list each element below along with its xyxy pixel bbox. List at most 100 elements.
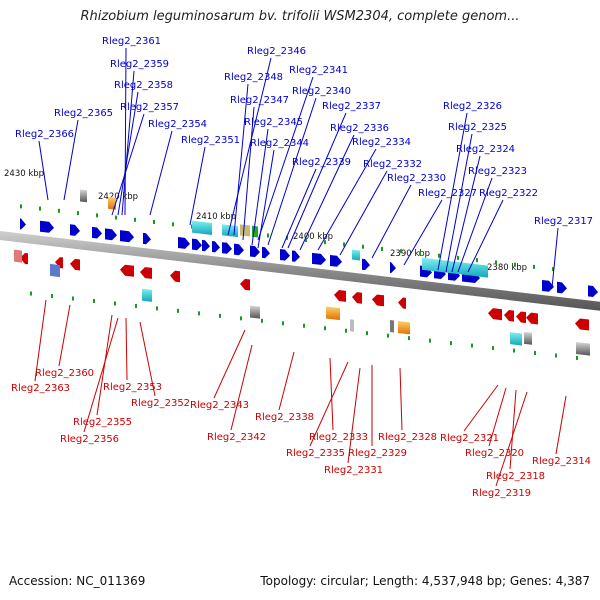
gene-label-forward[interactable]: Rleg2_2334 <box>352 137 411 148</box>
feature-box[interactable] <box>14 249 22 263</box>
gene-label-forward[interactable]: Rleg2_2330 <box>387 173 446 184</box>
gene-forward-arrow[interactable] <box>312 252 326 265</box>
gene-label-reverse[interactable]: Rleg2_2319 <box>472 488 531 499</box>
feature-box[interactable] <box>142 288 152 302</box>
feature-box[interactable] <box>250 305 260 319</box>
gene-label-reverse[interactable]: Rleg2_2333 <box>309 432 368 443</box>
gene-reverse-arrow[interactable] <box>398 297 406 309</box>
gene-forward-arrow[interactable] <box>143 232 151 245</box>
gene-forward-arrow[interactable] <box>202 239 210 252</box>
gene-label-reverse[interactable]: Rleg2_2360 <box>35 368 94 379</box>
gene-label-reverse[interactable]: Rleg2_2343 <box>190 400 249 411</box>
gene-label-reverse[interactable]: Rleg2_2363 <box>11 383 70 394</box>
gene-forward-arrow[interactable] <box>40 220 54 233</box>
gene-reverse-arrow[interactable] <box>55 257 63 269</box>
gene-reverse-arrow[interactable] <box>372 294 384 307</box>
gene-reverse-arrow[interactable] <box>526 312 538 325</box>
gene-label-forward[interactable]: Rleg2_2322 <box>479 188 538 199</box>
gene-label-forward[interactable]: Rleg2_2325 <box>448 122 507 133</box>
gene-label-reverse[interactable]: Rleg2_2329 <box>348 448 407 459</box>
gene-label-forward[interactable]: Rleg2_2326 <box>443 101 502 112</box>
feature-box[interactable] <box>192 220 212 236</box>
gene-label-reverse[interactable]: Rleg2_2338 <box>255 412 314 423</box>
gene-forward-arrow[interactable] <box>105 228 117 241</box>
gene-label-reverse[interactable]: Rleg2_2328 <box>378 432 437 443</box>
gene-label-forward[interactable]: Rleg2_2324 <box>456 144 515 155</box>
gene-label-forward[interactable]: Rleg2_2337 <box>322 101 381 112</box>
feature-box[interactable] <box>398 320 410 335</box>
gene-label-reverse[interactable]: Rleg2_2321 <box>440 433 499 444</box>
gene-forward-arrow[interactable] <box>390 262 396 274</box>
gene-label-forward[interactable]: Rleg2_2351 <box>181 135 240 146</box>
gene-label-reverse[interactable]: Rleg2_2318 <box>486 471 545 482</box>
gene-reverse-arrow[interactable] <box>488 308 502 321</box>
gene-reverse-arrow[interactable] <box>240 278 250 291</box>
gene-label-forward[interactable]: Rleg2_2344 <box>250 138 309 149</box>
gene-forward-arrow[interactable] <box>262 246 270 259</box>
gene-forward-arrow[interactable] <box>542 279 554 292</box>
gene-reverse-arrow[interactable] <box>140 267 152 279</box>
gene-label-reverse[interactable]: Rleg2_2314 <box>532 456 591 467</box>
feature-box[interactable] <box>390 320 394 333</box>
gene-label-reverse[interactable]: Rleg2_2335 <box>286 448 345 459</box>
feature-box[interactable] <box>326 306 340 321</box>
gene-label-reverse[interactable]: Rleg2_2320 <box>465 448 524 459</box>
gene-label-reverse[interactable]: Rleg2_2352 <box>131 398 190 409</box>
gene-label-forward[interactable]: Rleg2_2354 <box>148 119 207 130</box>
gene-reverse-arrow[interactable] <box>334 290 346 302</box>
gene-label-forward[interactable]: Rleg2_2317 <box>534 216 593 227</box>
feature-box[interactable] <box>422 257 488 278</box>
gene-label-forward[interactable]: Rleg2_2340 <box>292 86 351 97</box>
gene-label-forward[interactable]: Rleg2_2358 <box>114 80 173 91</box>
gene-reverse-arrow[interactable] <box>516 311 526 324</box>
gene-forward-arrow[interactable] <box>192 238 202 251</box>
gene-reverse-arrow[interactable] <box>170 270 180 283</box>
gene-forward-arrow[interactable] <box>250 245 260 258</box>
gene-forward-arrow[interactable] <box>92 226 102 239</box>
gene-forward-arrow[interactable] <box>20 218 26 230</box>
gene-forward-arrow[interactable] <box>557 281 567 294</box>
gene-label-forward[interactable]: Rleg2_2361 <box>102 36 161 47</box>
feature-box[interactable] <box>240 224 250 237</box>
gene-label-forward[interactable]: Rleg2_2336 <box>330 123 389 134</box>
gene-forward-arrow[interactable] <box>234 243 244 256</box>
gene-label-reverse[interactable]: Rleg2_2331 <box>324 465 383 476</box>
gene-reverse-arrow[interactable] <box>120 264 134 277</box>
feature-box[interactable] <box>524 331 532 345</box>
feature-box[interactable] <box>50 263 60 278</box>
gene-label-forward[interactable]: Rleg2_2359 <box>110 59 169 70</box>
gene-reverse-arrow[interactable] <box>352 292 362 304</box>
feature-box[interactable] <box>80 189 87 203</box>
gene-reverse-arrow[interactable] <box>70 258 80 271</box>
gene-forward-arrow[interactable] <box>70 224 80 236</box>
gene-forward-arrow[interactable] <box>330 254 342 267</box>
gene-reverse-arrow[interactable] <box>575 318 589 331</box>
gene-forward-arrow[interactable] <box>178 237 190 249</box>
feature-box[interactable] <box>510 332 522 346</box>
gene-reverse-arrow[interactable] <box>20 252 28 265</box>
feature-box[interactable] <box>352 249 360 261</box>
gene-forward-arrow[interactable] <box>212 241 220 253</box>
gene-forward-arrow[interactable] <box>588 285 598 297</box>
gene-label-forward[interactable]: Rleg2_2346 <box>247 46 306 57</box>
gene-label-forward[interactable]: Rleg2_2357 <box>120 102 179 113</box>
gene-forward-arrow[interactable] <box>120 230 134 243</box>
gene-label-reverse[interactable]: Rleg2_2353 <box>103 382 162 393</box>
gene-label-forward[interactable]: Rleg2_2348 <box>224 72 283 83</box>
gene-label-forward[interactable]: Rleg2_2345 <box>244 117 303 128</box>
gene-label-reverse[interactable]: Rleg2_2342 <box>207 432 266 443</box>
feature-box[interactable] <box>576 341 590 356</box>
gene-label-forward[interactable]: Rleg2_2332 <box>363 159 422 170</box>
gene-forward-arrow[interactable] <box>222 242 232 254</box>
gene-label-forward[interactable]: Rleg2_2365 <box>54 108 113 119</box>
gene-label-forward[interactable]: Rleg2_2339 <box>292 157 351 168</box>
gene-forward-arrow[interactable] <box>280 249 290 261</box>
gene-forward-arrow[interactable] <box>362 258 370 271</box>
gene-label-forward[interactable]: Rleg2_2327 <box>418 188 477 199</box>
gene-label-forward[interactable]: Rleg2_2347 <box>230 95 289 106</box>
gene-label-reverse[interactable]: Rleg2_2356 <box>60 434 119 445</box>
feature-box[interactable] <box>350 319 354 332</box>
gene-label-reverse[interactable]: Rleg2_2355 <box>73 417 132 428</box>
gene-reverse-arrow[interactable] <box>504 310 514 322</box>
